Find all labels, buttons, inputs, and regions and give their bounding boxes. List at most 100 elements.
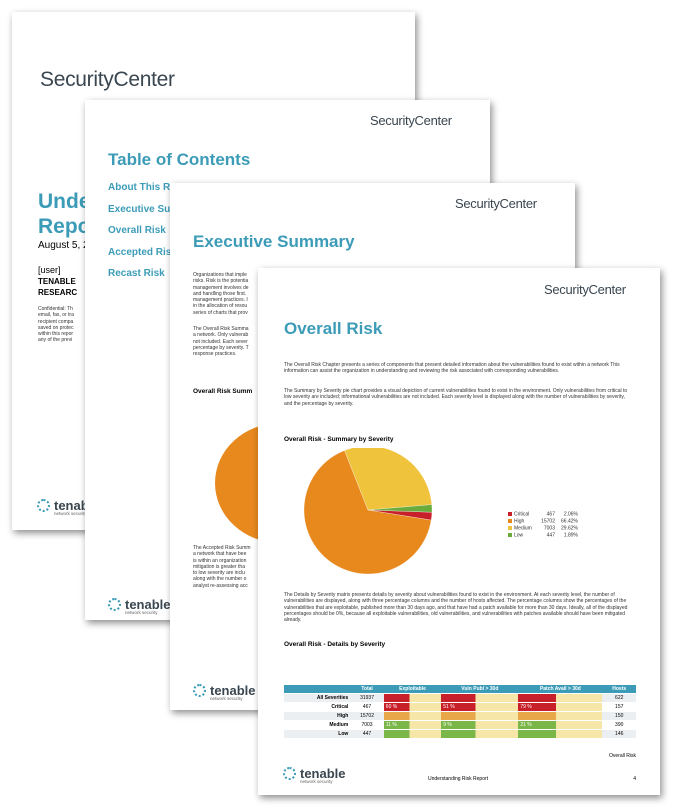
page-number: 4	[633, 776, 636, 782]
table-row: Low 447 146	[284, 729, 636, 739]
table-cell: Medium	[284, 720, 351, 730]
pie-chart: Critical 467 2.06% High 15702 66.42% Medium 700…	[303, 448, 579, 575]
footer-title: Understanding Risk Report	[428, 776, 489, 782]
table-cell: 146	[602, 729, 636, 739]
legend-count: 15702	[541, 518, 555, 524]
table-row: All Severities 31937 622	[284, 693, 636, 703]
report-page-overall-risk: SecurityCenter Overall Risk The Overall …	[258, 268, 660, 795]
legend-percent: 29.62%	[561, 525, 579, 531]
table-cell: 51 %	[441, 702, 519, 712]
header-cell	[284, 685, 351, 694]
legend-name: Critical	[514, 511, 529, 517]
text-line: to low severity are inclu	[193, 570, 245, 577]
text-line: any of the previ	[38, 337, 73, 344]
pie-slice	[303, 450, 432, 575]
text-line: Organizations that imple	[193, 272, 247, 278]
brand-sub: network security	[210, 696, 243, 701]
table-cell: 150	[602, 711, 636, 721]
legend-swatch	[508, 512, 512, 516]
section-tag: Overall Risk	[609, 753, 636, 759]
table-cell	[441, 693, 519, 703]
table-cell	[383, 693, 442, 703]
table-cell: All Severities	[284, 693, 351, 703]
table-cell: 9 %	[441, 720, 519, 730]
toc-item: Accepted Ris	[108, 246, 172, 258]
table-cell: 31937	[350, 693, 384, 703]
text-line: within this repor	[38, 331, 74, 338]
text-line: along with the number o	[193, 576, 247, 583]
table-title: Overall Risk - Details by Severity	[284, 641, 386, 648]
paragraph: The Details by Severity matrix presents …	[284, 592, 628, 624]
text-line: series of charts that prov	[193, 309, 248, 316]
table-cell: 447	[350, 729, 384, 739]
brand: tenable network security	[193, 683, 256, 701]
table-cell: Low	[284, 729, 351, 739]
legend-name: Low	[514, 532, 524, 538]
text-line: in the allocation of resou	[193, 303, 248, 310]
table-cell: 622	[602, 693, 636, 703]
table-cell: 79 %	[518, 702, 603, 712]
text-line: email, fax, or tra	[38, 312, 74, 319]
section-title: Overall Risk	[284, 319, 383, 338]
table-cell: 11 %	[383, 720, 442, 730]
table-cell: 390	[602, 720, 636, 730]
table-cell: High	[284, 711, 351, 721]
header-cell: Total	[350, 685, 384, 694]
logo: SecurityCenter	[40, 68, 175, 91]
text-line: mitigation is greater tha	[193, 563, 245, 570]
brand-sub: network security	[125, 610, 158, 615]
brand: tenable network security	[283, 766, 346, 784]
header-cell: Vuln Publ > 30d	[441, 685, 519, 694]
brand-name: tenable	[210, 683, 256, 698]
paragraph: The Overall Risk Summa a network. Only vu…	[193, 326, 249, 357]
org: TENABLE	[38, 277, 76, 286]
text-line: analyst re-assessing acc	[193, 582, 248, 589]
table-cell	[383, 729, 442, 739]
brand: tenable network security	[108, 597, 171, 615]
chart-title: Overall Risk - Summary by Severity	[284, 436, 394, 443]
paragraph: The Summary by Severity pie chart provid…	[284, 388, 628, 407]
table-row: Medium 7003 11 % 9 % 21 % 390	[284, 720, 636, 730]
table-cell: 15702	[350, 711, 384, 721]
date: August 5, 2	[38, 240, 89, 251]
section-title: Executive Summary	[193, 232, 355, 251]
text-line: is within an organization	[193, 557, 247, 564]
legend-count: 467	[547, 511, 556, 517]
legend-swatch	[508, 533, 512, 537]
brand-name: tenable	[125, 597, 171, 612]
pie-slice	[367, 504, 433, 513]
legend-swatch	[508, 519, 512, 523]
text-line: percentage by severity. T	[193, 344, 249, 351]
text-line: The Overall Risk Summa	[193, 326, 249, 332]
table-cell: 467	[350, 702, 384, 712]
logo: SecurityCenter	[455, 196, 537, 211]
org: RESEARC	[38, 288, 78, 297]
brand-sub: network security	[300, 779, 333, 784]
table-cell	[518, 693, 603, 703]
text-line: Confidential: Th	[38, 306, 73, 312]
header-cell: Hosts	[602, 685, 636, 694]
table-cell	[383, 711, 442, 721]
table-cell	[441, 711, 519, 721]
table-row: High 15702 150	[284, 711, 636, 721]
legend-percent: 66.42%	[561, 518, 579, 524]
paragraph: The Accepted Risk Summ a network that hav…	[193, 545, 251, 589]
title-line: Repo	[38, 215, 91, 238]
table-cell	[518, 711, 603, 721]
table-cell	[441, 729, 519, 739]
header-cell: Exploitable	[383, 685, 442, 694]
pie-slice	[344, 448, 432, 511]
text-line: management practices. I	[193, 297, 248, 304]
logo: SecurityCenter	[370, 113, 452, 128]
title-line: Unde	[38, 190, 91, 213]
logo: SecurityCenter	[544, 282, 626, 297]
table-cell	[518, 729, 603, 739]
brand-name: tenable	[300, 766, 346, 781]
text-line: recipient compa	[38, 318, 74, 325]
table-cell: 60 %	[383, 702, 442, 712]
legend-percent: 1.89%	[564, 532, 579, 538]
text-line: management involves de	[193, 284, 249, 291]
toc-title: Table of Contents	[108, 150, 251, 169]
toc-item: Overall Risk	[108, 225, 166, 236]
